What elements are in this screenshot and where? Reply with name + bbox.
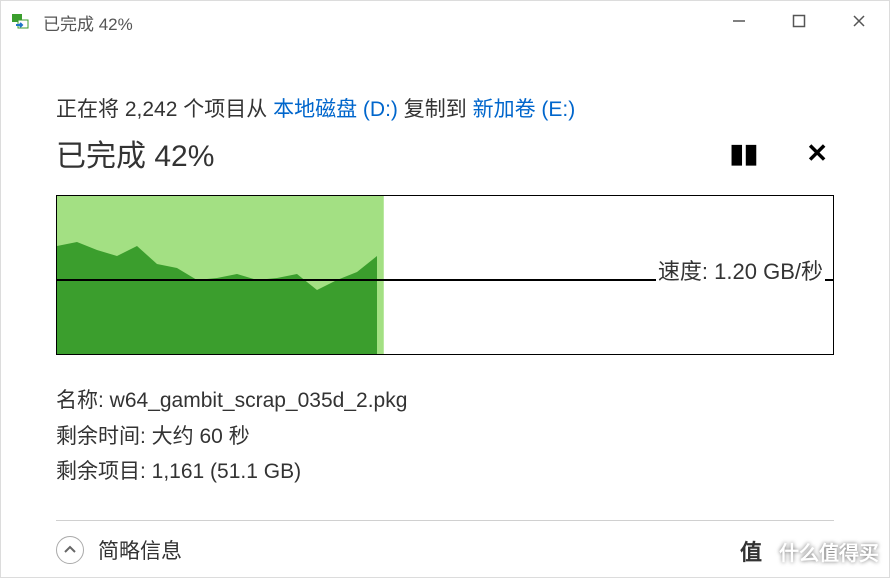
source-link[interactable]: 本地磁盘 (D:) bbox=[273, 98, 398, 121]
window-controls bbox=[709, 1, 889, 41]
current-file-name: w64_gambit_scrap_035d_2.pkg bbox=[110, 389, 408, 412]
watermark-text: 什么值得买 bbox=[779, 537, 879, 566]
speed-chart: 速度: 1.20 GB/秒 bbox=[56, 195, 834, 355]
pause-button[interactable]: ▮▮ bbox=[730, 138, 759, 169]
transfer-description: 正在将 2,242 个项目从 本地磁盘 (D:) 复制到 新加卷 (E:) bbox=[56, 93, 834, 123]
minimize-button[interactable] bbox=[709, 1, 769, 41]
maximize-button[interactable] bbox=[769, 1, 829, 41]
window-title: 已完成 42% bbox=[43, 10, 133, 35]
divider bbox=[56, 520, 834, 521]
close-button[interactable] bbox=[829, 1, 889, 41]
chevron-up-icon bbox=[56, 536, 84, 564]
simple-info-label: 简略信息 bbox=[98, 535, 182, 565]
dest-link[interactable]: 新加卷 (E:) bbox=[473, 98, 576, 121]
copy-dialog-icon bbox=[11, 11, 33, 33]
cancel-button[interactable]: ✕ bbox=[806, 138, 828, 169]
watermark: 值 什么值得买 bbox=[731, 531, 879, 571]
items-remaining: 1,161 (51.1 GB) bbox=[152, 460, 301, 483]
progress-label: 已完成 42% bbox=[56, 131, 214, 175]
toggle-details-row[interactable]: 简略信息 bbox=[56, 535, 834, 577]
transfer-details: 名称: w64_gambit_scrap_035d_2.pkg 剩余时间: 大约… bbox=[56, 383, 834, 490]
time-remaining: 大约 60 秒 bbox=[152, 425, 250, 448]
speed-label: 速度: 1.20 GB/秒 bbox=[656, 254, 825, 286]
watermark-icon: 值 bbox=[731, 531, 771, 571]
